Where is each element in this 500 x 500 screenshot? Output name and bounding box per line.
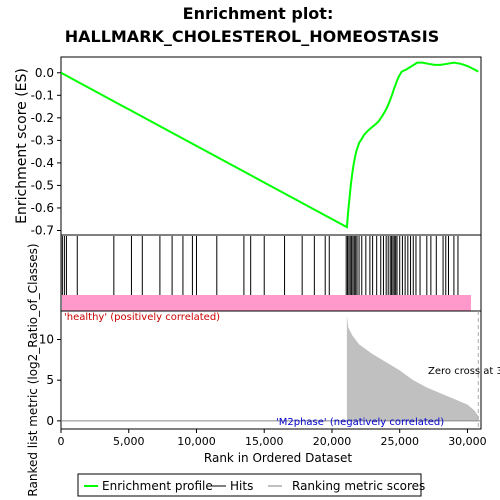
legend-hits-label: Hits	[230, 479, 253, 493]
metric-y-tick-label: 10	[39, 332, 54, 346]
hit-markers	[61, 236, 459, 295]
es-y-tick-label: 0.0	[35, 66, 54, 80]
metric-x-tick-label: 25,000	[380, 435, 419, 448]
metric-x-axis: 0 5,000 10,000 15,000 20,000 25,000 30,000	[58, 429, 487, 448]
es-y-axis: 0.0 -0.1 -0.2 -0.3 -0.4 -0.5 -0.6 -0.7	[31, 66, 61, 237]
legend-enrichment-label: Enrichment profile	[102, 479, 213, 493]
es-panel-frame	[60, 56, 482, 236]
es-y-axis-label: Enrichment score (ES)	[14, 68, 30, 224]
metric-x-tick-label: 30,000	[448, 435, 487, 448]
enrichment-profile-line	[60, 61, 479, 229]
metric-x-tick-label: 20,000	[313, 435, 352, 448]
legend-metric-label: Ranking metric scores	[292, 479, 425, 493]
chart-subtitle: HALLMARK_CHOLESTEROL_HOMEOSTASIS	[65, 27, 440, 46]
positive-correlation-label: 'healthy' (positively correlated)	[64, 312, 220, 323]
metric-y-axis: 0 5 10	[39, 332, 61, 428]
es-panel: 0.0 -0.1 -0.2 -0.3 -0.4 -0.5 -0.6 -0.7 Enrichme…	[14, 56, 482, 237]
metric-x-tick-label: 0	[58, 435, 65, 448]
es-y-tick-label: -0.3	[31, 133, 54, 147]
metric-y-tick-label: 0	[46, 414, 54, 428]
metric-x-axis-label: Rank in Ordered Dataset	[204, 451, 352, 465]
es-y-tick-label: -0.1	[31, 88, 54, 102]
zero-cross-label: Zero cross at 3	[428, 366, 500, 377]
chart-title: Enrichment plot:	[183, 4, 334, 23]
pink-band	[62, 295, 471, 311]
negative-correlation-label: 'M2phase' (negatively correlated)	[276, 417, 444, 428]
es-y-tick-label: -0.7	[31, 223, 54, 237]
legend-frame	[77, 473, 422, 497]
legend: Enrichment profile Hits Ranking metric s…	[77, 473, 425, 497]
es-y-tick-label: -0.6	[31, 201, 54, 215]
hits-panel	[60, 234, 482, 313]
metric-x-tick-label: 5,000	[113, 435, 145, 448]
es-y-tick-label: -0.2	[31, 111, 54, 125]
metric-x-tick-label: 15,000	[245, 435, 284, 448]
ranking-metric-area	[61, 315, 479, 421]
es-y-tick-label: -0.5	[31, 178, 54, 192]
es-y-tick-label: -0.4	[31, 156, 54, 170]
metric-y-axis-label: Ranked list metric (log2_Ratio_of_Classe…	[26, 243, 40, 496]
metric-panel: 0 5 10 0 5,000 10,000 15,000 20,000 25,000 30,00…	[26, 243, 500, 496]
metric-y-tick-label: 5	[46, 373, 54, 387]
metric-x-tick-label: 10,000	[177, 435, 216, 448]
